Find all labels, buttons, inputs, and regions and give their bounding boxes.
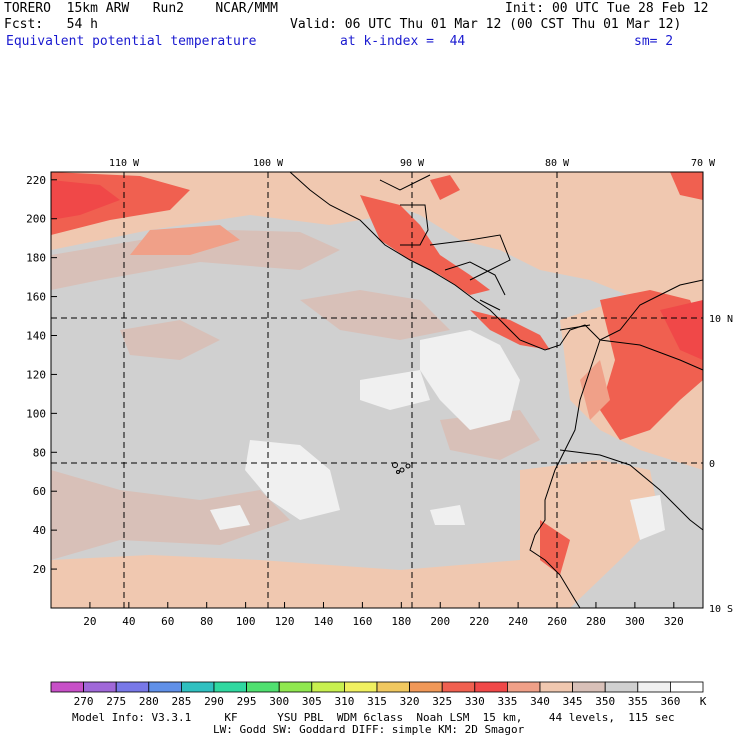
legend-level-label: 290 bbox=[204, 695, 224, 708]
forecast-hour: Fcst: 54 h bbox=[4, 17, 98, 32]
color-legend: 270 275 280 285 290 295 300 305 310 315 320 325 330 3… bbox=[50, 681, 707, 708]
legend-level-label: 315 bbox=[367, 695, 387, 708]
legend-swatch bbox=[50, 681, 84, 693]
legend-level-label: 355 bbox=[628, 695, 648, 708]
legend-level-label: 275 bbox=[106, 695, 126, 708]
lat-label: 10 S bbox=[709, 604, 733, 615]
lon-label: 70 W bbox=[691, 158, 716, 169]
x-tick-label: 80 bbox=[200, 615, 213, 628]
lon-label: 110 W bbox=[109, 158, 140, 169]
y-tick-label: 120 bbox=[26, 368, 46, 381]
x-tick-label: 220 bbox=[469, 615, 489, 628]
legend-level-label: 335 bbox=[497, 695, 517, 708]
legend-swatch bbox=[115, 681, 150, 693]
y-tick-label: 40 bbox=[33, 524, 46, 537]
legend-swatch bbox=[376, 681, 410, 693]
legend-swatch bbox=[572, 681, 606, 693]
lon-label: 80 W bbox=[545, 158, 570, 169]
y-tick-label: 180 bbox=[26, 252, 46, 265]
y-tick-label: 60 bbox=[33, 485, 46, 498]
legend-swatch bbox=[670, 681, 704, 693]
legend-level-label: 345 bbox=[563, 695, 583, 708]
legend-level-label: 320 bbox=[400, 695, 420, 708]
galapagos-islands bbox=[392, 462, 411, 474]
latitude-labels: 10 N 0 10 S bbox=[709, 314, 733, 615]
x-tick-label: 320 bbox=[664, 615, 684, 628]
legend-swatch bbox=[539, 681, 573, 693]
legend-swatch bbox=[441, 681, 476, 693]
legend-level-label: 325 bbox=[432, 695, 452, 708]
legend-level-label: 310 bbox=[334, 695, 354, 708]
legend-swatch bbox=[637, 681, 671, 693]
graticule bbox=[51, 172, 703, 608]
y-tick-label: 80 bbox=[33, 446, 46, 459]
x-tick-label: 180 bbox=[391, 615, 411, 628]
lon-label: 90 W bbox=[400, 158, 425, 169]
x-tick-label: 260 bbox=[547, 615, 567, 628]
legend-swatch bbox=[474, 681, 508, 693]
x-tick-label: 200 bbox=[430, 615, 450, 628]
x-tick-label: 120 bbox=[275, 615, 295, 628]
valid-time: Valid: 06 UTC Thu 01 Mar 12 (00 CST Thu … bbox=[290, 17, 682, 32]
y-tick-label: 100 bbox=[26, 407, 46, 420]
x-tick-label: 240 bbox=[508, 615, 528, 628]
y-tick-label: 160 bbox=[26, 291, 46, 304]
legend-swatch bbox=[278, 681, 313, 693]
model-info: Model Info: V3.3.1 KF YSU PBL WDM 6class… bbox=[72, 711, 675, 724]
level-info: at k-index = 44 bbox=[340, 34, 466, 49]
x-tick-label: 40 bbox=[122, 615, 135, 628]
y-tick-label: 200 bbox=[26, 213, 46, 226]
x-tick-label: 140 bbox=[314, 615, 334, 628]
legend-level-label: 330 bbox=[465, 695, 485, 708]
longitude-labels: 110 W 100 W 90 W 80 W 70 W bbox=[109, 158, 716, 169]
legend-swatch bbox=[180, 681, 215, 693]
run-info-line: TORERO 15km ARW Run2 NCAR/MMM bbox=[4, 1, 278, 16]
x-tick-label: 280 bbox=[586, 615, 606, 628]
lat-label: 10 N bbox=[709, 314, 733, 325]
legend-level-label: 285 bbox=[171, 695, 191, 708]
y-tick-label: 20 bbox=[33, 563, 46, 576]
legend-level-label: 295 bbox=[237, 695, 257, 708]
x-axis-ticks: 20 40 60 80 100 120 140 160 180 200 220 240 260 280 30… bbox=[83, 602, 684, 628]
legend-swatch bbox=[343, 681, 378, 693]
legend-level-label: 270 bbox=[74, 695, 94, 708]
lat-label: 0 bbox=[709, 459, 715, 470]
y-axis-ticks: 220 200 180 160 140 120 100 80 60 40 20 bbox=[26, 174, 57, 576]
field-name: Equivalent potential temperature bbox=[6, 34, 257, 49]
x-tick-label: 300 bbox=[625, 615, 645, 628]
y-tick-label: 140 bbox=[26, 330, 46, 343]
map-frame bbox=[50, 171, 704, 609]
legend-level-label: 300 bbox=[269, 695, 289, 708]
legend-unit: K bbox=[700, 695, 707, 708]
x-tick-label: 100 bbox=[236, 615, 256, 628]
legend-level-label: 340 bbox=[530, 695, 550, 708]
x-tick-label: 160 bbox=[352, 615, 372, 628]
x-tick-label: 60 bbox=[161, 615, 174, 628]
legend-swatch bbox=[311, 681, 345, 693]
legend-level-label: 350 bbox=[595, 695, 615, 708]
legend-swatch bbox=[246, 681, 280, 693]
legend-swatch bbox=[213, 681, 247, 693]
smoothing-info: sm= 2 bbox=[634, 34, 674, 49]
legend-swatch bbox=[604, 681, 639, 693]
y-tick-label: 220 bbox=[26, 174, 46, 187]
x-tick-label: 20 bbox=[83, 615, 96, 628]
legend-level-label: 360 bbox=[660, 695, 680, 708]
legend-swatch bbox=[409, 681, 443, 693]
legend-swatch bbox=[506, 681, 541, 693]
legend-level-label: 280 bbox=[139, 695, 159, 708]
lon-label: 100 W bbox=[253, 158, 284, 169]
legend-level-label: 305 bbox=[302, 695, 322, 708]
physics-info: LW: Godd SW: Goddard DIFF: simple KM: 2D… bbox=[213, 723, 525, 736]
init-time: Init: 00 UTC Tue 28 Feb 12 bbox=[505, 1, 709, 16]
legend-swatch bbox=[148, 681, 182, 693]
shaded-field bbox=[51, 172, 703, 608]
legend-swatch bbox=[83, 681, 117, 693]
